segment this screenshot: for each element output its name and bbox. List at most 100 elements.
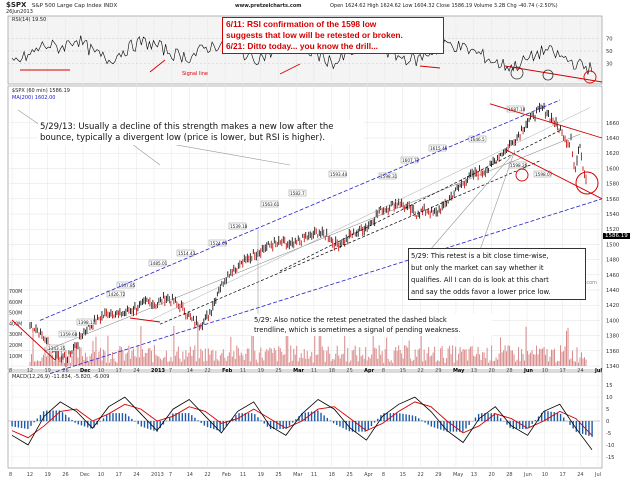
date-tick-label-bottom: 22 [204, 472, 210, 478]
volume-bar [224, 358, 225, 366]
volume-bar [220, 355, 221, 366]
volume-bar [302, 358, 303, 366]
volume-bar [100, 348, 101, 366]
date-tick-label: 11 [240, 368, 246, 374]
volume-bar [359, 347, 360, 366]
volume-bar [58, 359, 59, 366]
price-tick-label: 1360 [606, 349, 619, 355]
volume-bar [131, 351, 132, 366]
volume-bar [530, 353, 531, 366]
retest-note-line-4: and say the odds favor a lower price low… [411, 286, 583, 298]
macd-histogram-bar [431, 421, 432, 427]
volume-bar [364, 359, 365, 366]
volume-bar [479, 354, 480, 366]
volume-bar [116, 362, 117, 366]
date-tick-label-bottom: 25 [346, 472, 352, 478]
macd-histogram-bar [437, 421, 438, 429]
volume-bar [247, 349, 248, 366]
volume-bar [140, 326, 141, 366]
price-point-label: 1539.18 [230, 224, 248, 229]
date-tick-label-bottom: 20 [488, 472, 494, 478]
volume-bar [415, 349, 416, 366]
volume-bar [472, 346, 473, 366]
volume-bar [355, 346, 356, 366]
rsi-confirmation-note: 6/11: RSI confirmation of the 1598 low s… [222, 17, 444, 54]
macd-histogram-bar [424, 421, 425, 423]
macd-histogram-bar [100, 421, 101, 422]
volume-bar [250, 361, 251, 366]
volume-bar [142, 349, 143, 366]
macd-histogram-bar [314, 411, 315, 421]
volume-bar [380, 355, 381, 366]
volume-bar [433, 353, 434, 366]
macd-histogram-bar [497, 415, 498, 421]
volume-bar [440, 348, 441, 366]
volume-bar [400, 350, 401, 366]
macd-histogram-bar [289, 421, 290, 426]
volume-bar [143, 357, 144, 366]
volume-bar [233, 351, 234, 366]
rsi-note-line-3: 6/21: Ditto today... you know the drill.… [226, 41, 440, 52]
macd-histogram-bar [475, 418, 476, 422]
volume-bar [556, 362, 557, 366]
date-tick-label-bottom: 8 [382, 472, 385, 478]
date-tick-label-bottom: Feb [222, 472, 231, 478]
volume-bar [316, 355, 317, 366]
macd-histogram-bar [172, 414, 173, 422]
date-tick-label: 25 [275, 368, 281, 374]
volume-bar [197, 323, 198, 366]
volume-bar [133, 349, 134, 366]
volume-bar [488, 363, 489, 366]
date-tick-label-bottom: 22 [417, 472, 423, 478]
retest-note-line-2: but only the market can say whether it [411, 262, 583, 274]
date-tick-label-bottom: 28 [506, 472, 512, 478]
volume-bar [571, 358, 572, 366]
date-tick-label-bottom: 10 [542, 472, 548, 478]
volume-bar [280, 348, 281, 366]
macd-histogram-bar [342, 421, 343, 428]
price-point-label: 1426.72 [108, 292, 126, 297]
price-point-label: 1563.61 [262, 202, 280, 207]
date-tick-label: 18 [329, 368, 335, 374]
price-point-label: 1514.43 [178, 251, 196, 256]
volume-bar [356, 355, 357, 366]
volume-bar [340, 359, 341, 366]
volume-bar [277, 361, 278, 366]
volume-bar [82, 356, 83, 366]
date-text: 26Jun2013 [6, 9, 33, 15]
macd-histogram-bar [270, 421, 271, 429]
date-tick-label-bottom: 19 [45, 472, 51, 478]
volume-bar [223, 349, 224, 366]
volume-bar [508, 345, 509, 366]
macd-label: MACD(12,26,9) -11.834, -5.820, -6.009 [12, 374, 109, 380]
volume-bar [457, 360, 458, 366]
volume-bar [397, 351, 398, 366]
macd-histogram-bar [131, 419, 132, 421]
volume-bar [221, 353, 222, 366]
macd-histogram-bar [182, 413, 183, 421]
volume-bar [49, 349, 50, 366]
volume-bar [496, 357, 497, 366]
macd-histogram-bar [519, 421, 520, 429]
volume-bar [295, 355, 296, 366]
symbol-text: $SPX [6, 1, 26, 9]
date-tick-label-bottom: 17 [559, 472, 565, 478]
macd-histogram-bar [317, 411, 318, 422]
volume-bar [517, 360, 518, 366]
volume-bar [389, 362, 390, 366]
macd-histogram-bar [251, 413, 252, 421]
volume-bar [122, 350, 123, 366]
volume-bar [314, 336, 315, 366]
volume-bar [334, 359, 335, 366]
volume-bar [436, 362, 437, 366]
macd-histogram-bar [513, 421, 514, 429]
price-tick-label: 1420 [606, 303, 619, 309]
site-name[interactable]: www.pretzelcharts.com [235, 3, 302, 9]
volume-bar [128, 346, 129, 366]
signal-line-label: Signal line [182, 71, 208, 77]
volume-bar [160, 359, 161, 366]
macd-histogram-bar [109, 413, 110, 421]
macd-histogram-bar [46, 410, 47, 421]
macd-histogram-bar [535, 420, 536, 421]
volume-bar [211, 351, 212, 366]
